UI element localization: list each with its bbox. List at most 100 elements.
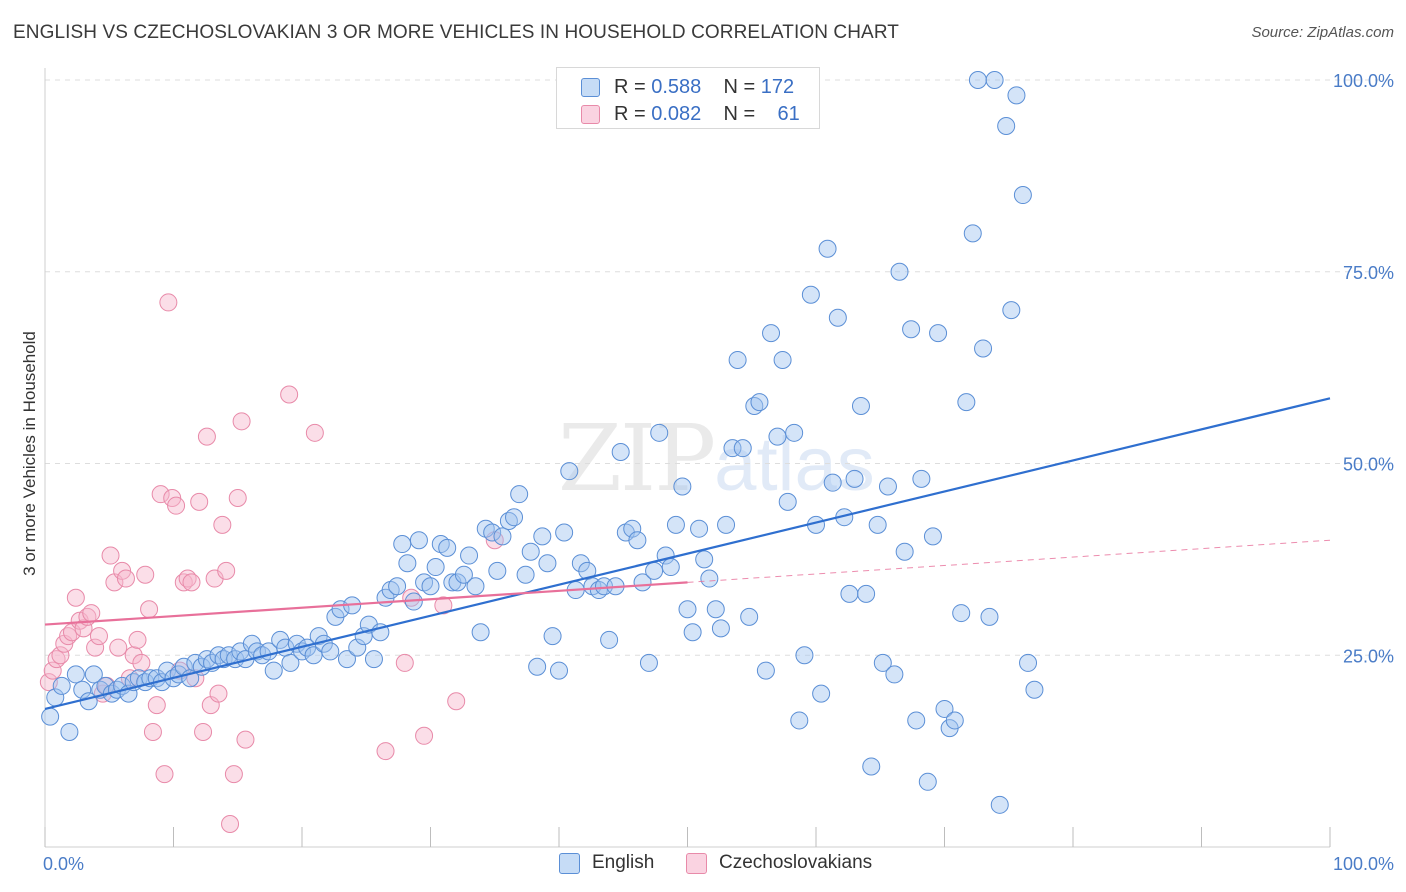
english-point <box>348 638 367 657</box>
czechoslovakians-point <box>213 515 232 534</box>
czechoslovakians-point <box>221 814 240 833</box>
english-point <box>857 584 876 603</box>
series-legend-english[interactable]: English <box>559 852 654 874</box>
english-point <box>645 561 664 580</box>
english-point <box>550 661 568 680</box>
legend-r-label: R = <box>614 75 646 98</box>
czechoslovakians-point <box>132 653 151 672</box>
english-point <box>890 262 909 281</box>
czechoslovakians-point <box>116 569 135 588</box>
czechoslovakians-point <box>305 423 324 442</box>
english-point <box>364 650 383 669</box>
czechoslovakians-point <box>143 722 162 741</box>
czechoslovakians-point <box>194 722 213 741</box>
english-point <box>683 623 702 642</box>
english-point <box>778 492 797 511</box>
czechoslovakians-point <box>197 427 216 446</box>
czechoslovakians-point <box>447 692 466 711</box>
english-point <box>907 711 926 730</box>
english-point <box>823 473 842 492</box>
czechoslovakians-point <box>236 730 255 749</box>
english-point <box>421 577 440 596</box>
legend-n-value: 172 <box>760 75 795 98</box>
english-point <box>600 630 619 649</box>
english-point <box>60 722 79 741</box>
english-point <box>516 565 535 584</box>
legend-row-english: R = 0.588 N = 172 <box>581 75 794 99</box>
czechoslovakians-point <box>128 630 147 649</box>
english-point <box>733 439 752 458</box>
english-point <box>840 584 859 603</box>
czechoslovakians-point <box>155 765 174 784</box>
czechoslovakians-point <box>89 627 108 646</box>
legend-n-value: 61 <box>777 102 800 125</box>
czechoslovakians-point <box>167 496 186 515</box>
english-point <box>918 772 937 791</box>
english-point <box>873 653 892 672</box>
english-point <box>990 795 1009 814</box>
english-point <box>845 469 864 488</box>
czechoslovakians-point <box>74 619 93 638</box>
czechoslovakians-point <box>395 653 414 672</box>
english-point <box>706 600 725 619</box>
czechoslovakians-point <box>217 561 236 580</box>
czechoslovakians-trend-extension <box>687 539 1331 583</box>
czechoslovakians-point <box>51 646 70 665</box>
english-point <box>851 396 870 415</box>
english-point <box>690 519 709 538</box>
english-point <box>493 527 512 546</box>
english-point <box>52 676 71 695</box>
czechoslovakians-point <box>209 684 228 703</box>
czechoslovakians-point <box>66 588 85 607</box>
english-point <box>510 485 529 504</box>
english-point <box>862 757 881 776</box>
english-point <box>968 71 987 89</box>
czechoslovakians-point <box>434 596 453 615</box>
english-point <box>538 554 557 573</box>
czechoslovakians-point <box>109 638 128 657</box>
english-point <box>661 558 680 577</box>
y-axis-title: 3 or more Vehicles in Household <box>20 331 39 576</box>
english-point <box>438 538 457 557</box>
english-point <box>711 619 730 638</box>
trend-lines <box>44 397 1331 711</box>
english-point <box>868 515 887 534</box>
series-legend-czechoslovakians[interactable]: Czechoslovakians <box>686 852 872 874</box>
english-point <box>678 600 697 619</box>
english-point <box>650 423 669 442</box>
english-point <box>628 531 647 550</box>
english-point <box>398 554 417 573</box>
tick-labels: 25.0% 50.0% 75.0% 100.0% 0.0% 100.0% 3 or more… <box>20 71 1394 874</box>
czechoslovakians-point <box>101 546 120 565</box>
english-point <box>281 653 300 672</box>
czechoslovakians-point <box>151 485 170 504</box>
legend-swatch-czechoslovakians <box>581 104 600 124</box>
english-point <box>611 442 630 461</box>
legend-swatch-english <box>581 77 600 97</box>
axes <box>44 68 1331 848</box>
series-legend-swatch-czechoslovakians <box>686 852 707 874</box>
english-point <box>762 324 781 343</box>
english-point <box>555 523 574 542</box>
english-point <box>902 320 921 339</box>
english-point <box>945 711 964 730</box>
english-point <box>935 699 954 718</box>
english-point <box>885 665 904 684</box>
english-point <box>812 684 831 703</box>
english-point <box>818 239 837 258</box>
english-point <box>460 546 479 565</box>
czechoslovakians-point <box>224 765 243 784</box>
series-legend-label-english: English <box>592 852 655 873</box>
english-point <box>73 680 92 699</box>
english-point <box>448 573 467 592</box>
czechoslovakians-point <box>147 696 166 715</box>
english-point <box>980 607 999 626</box>
legend-row-czechoslovakians: R = 0.082 N = 61 <box>581 102 800 126</box>
english-point <box>321 642 340 661</box>
english-point <box>828 308 847 327</box>
english-point <box>728 350 747 369</box>
english-point <box>560 462 579 481</box>
chart-title: ENGLISH VS CZECHOSLOVAKIAN 3 OR MORE VEH… <box>13 22 899 43</box>
english-point <box>801 285 820 304</box>
